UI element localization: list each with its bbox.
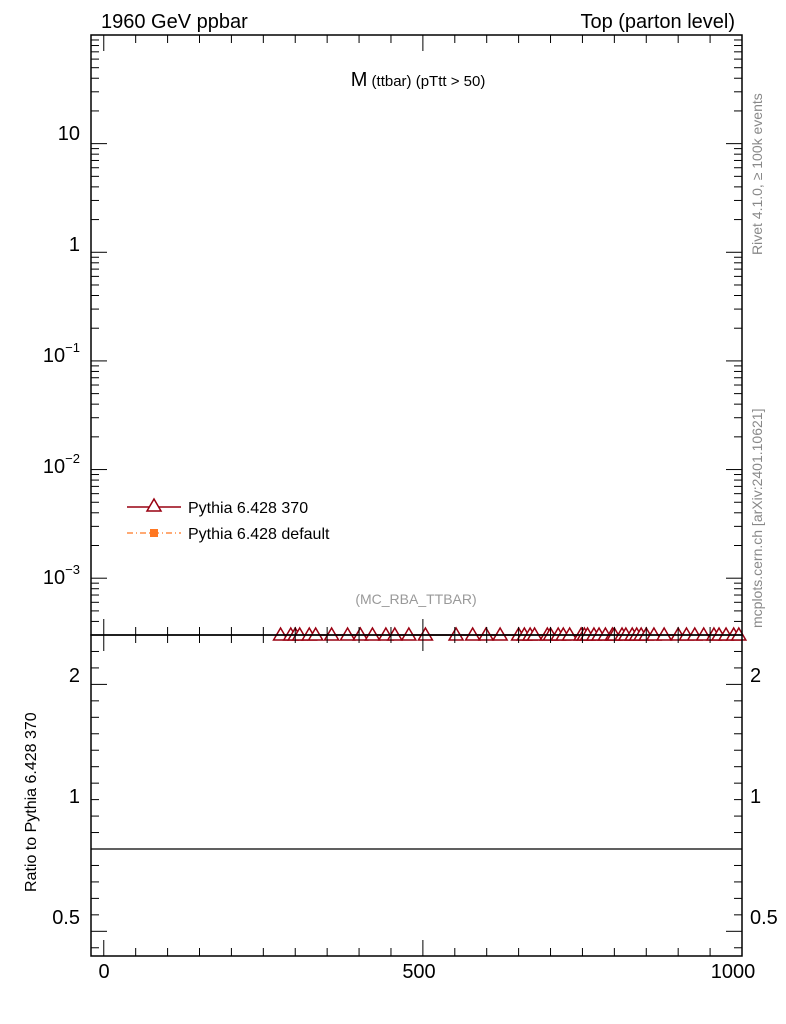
- ratio-ytick-label-right: 0.5: [750, 907, 778, 929]
- mcplots-label: mcplots.cern.ch [arXiv:2401.10621]: [749, 409, 765, 628]
- header-right-label: Top (parton level): [580, 11, 735, 33]
- ratio-ytick-label: 0.5: [52, 907, 80, 929]
- main-ytick-exp: −3: [65, 562, 80, 577]
- legend-marker-square: [150, 529, 158, 537]
- series-marker-370: [352, 626, 369, 641]
- series-marker-370: [447, 626, 465, 641]
- rivet-label: Rivet 4.1.0, ≥ 100k events: [749, 93, 765, 255]
- ratio-ytick-label-right: 2: [750, 665, 761, 687]
- series-marker-370: [323, 626, 340, 641]
- main-ytick-base: 10: [43, 456, 65, 478]
- main-ytick-base: 10: [43, 567, 65, 589]
- tick-layer: [91, 34, 743, 956]
- main-ytick-label: 10−1: [43, 340, 80, 367]
- ratio-ytick-label: 2: [69, 665, 80, 687]
- series-marker-370: [526, 626, 543, 641]
- main-ytick-exp: −2: [65, 451, 80, 466]
- series-marker-370: [272, 626, 289, 641]
- legend-entry-370: Pythia 6.428 370: [127, 497, 308, 517]
- xtick-label: 500: [402, 961, 435, 983]
- main-ytick-label: 10−3: [43, 562, 80, 589]
- plot-title-main: M: [351, 69, 368, 91]
- series-marker-370: [339, 626, 356, 641]
- series-marker-370: [400, 626, 418, 641]
- legend-entry-default: Pythia 6.428 default: [127, 526, 330, 543]
- xtick-label: 1000: [711, 961, 756, 983]
- series-marker-370: [307, 626, 324, 641]
- ratio-ylabel: Ratio to Pythia 6.428 370: [23, 712, 40, 892]
- main-ytick-label: 10: [58, 123, 80, 145]
- main-ytick-label: 1: [69, 234, 80, 256]
- series-marker-370: [464, 626, 481, 641]
- main-data-layer: [272, 626, 748, 641]
- main-ytick-label: 10−2: [43, 451, 80, 478]
- header-left-label: 1960 GeV ppbar: [101, 11, 248, 33]
- series-marker-370: [477, 626, 495, 641]
- main-ytick-base: 10: [43, 345, 65, 367]
- legend-label-default: Pythia 6.428 default: [188, 526, 330, 543]
- ratio-ytick-label-right: 1: [750, 786, 761, 808]
- plot-title: M (ttbar) (pTtt > 50): [351, 69, 486, 91]
- plot-title-sub: (ttbar) (pTtt > 50): [367, 73, 485, 90]
- ratio-ytick-label: 1: [69, 786, 80, 808]
- legend: Pythia 6.428 370 Pythia 6.428 default: [127, 497, 330, 543]
- series-marker-370: [695, 626, 713, 641]
- series-marker-370: [645, 626, 663, 641]
- series-marker-370: [655, 626, 673, 641]
- series-marker-370: [364, 626, 381, 641]
- analysis-watermark: (MC_RBA_TTBAR): [355, 591, 476, 607]
- series-marker-370: [561, 626, 578, 641]
- xtick-label: 0: [98, 961, 109, 983]
- series-marker-370: [417, 626, 434, 641]
- ratio-plot-frame: [90, 634, 743, 957]
- series-marker-370: [491, 626, 509, 641]
- main-plot-frame: [90, 34, 743, 636]
- main-ytick-exp: −1: [65, 340, 80, 355]
- legend-marker-triangle: [145, 497, 163, 512]
- legend-label-370: Pythia 6.428 370: [188, 500, 308, 517]
